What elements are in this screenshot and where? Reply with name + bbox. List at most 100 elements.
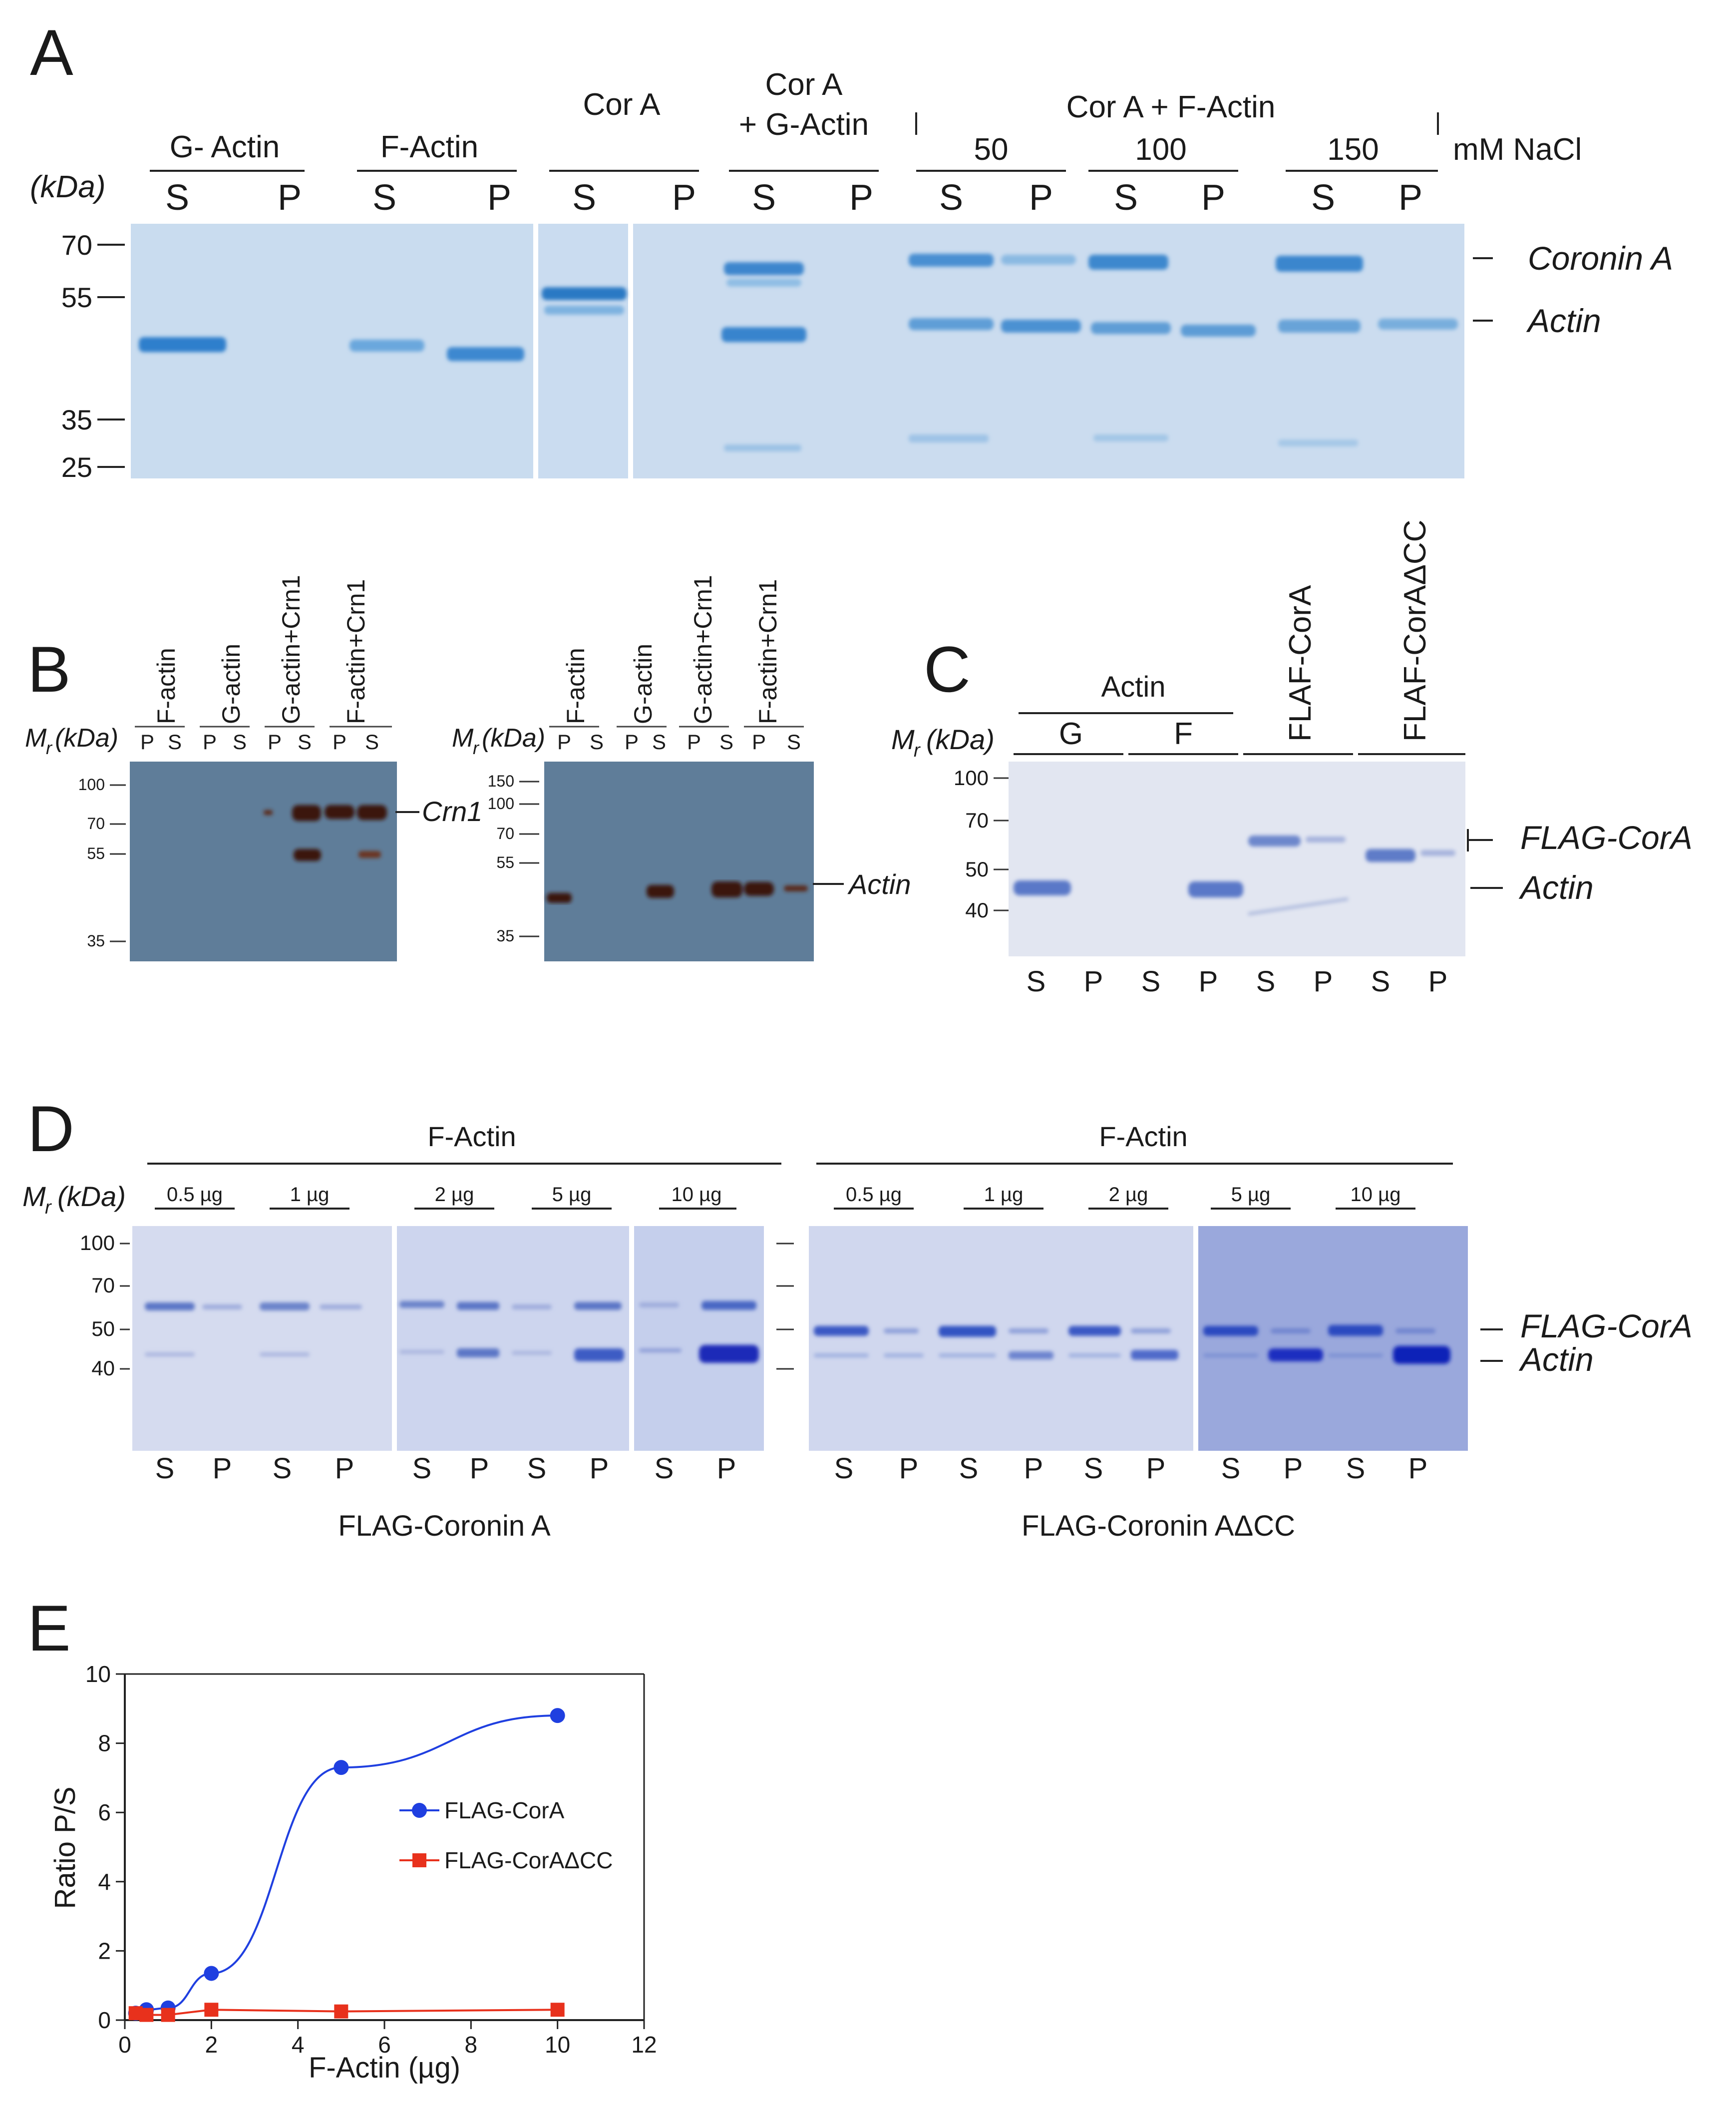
group-cor-a-g-line1: Cor A xyxy=(765,67,843,102)
c-rot-coradcc: FLAF-CorAΔCC xyxy=(1398,520,1432,742)
b-rlane-3: P xyxy=(625,730,639,754)
c-g-label: G xyxy=(1059,717,1083,751)
b-left-mr-unit: (kDa) xyxy=(55,724,118,753)
d-lane-l-4: P xyxy=(335,1452,354,1485)
d-mr-unit: (kDa) xyxy=(57,1181,126,1212)
b-lane-5: P xyxy=(268,730,282,754)
c-lane-6: P xyxy=(1314,965,1333,998)
b-rlane-8: S xyxy=(787,730,801,754)
d-factin-right: F-Actin xyxy=(1099,1121,1187,1152)
y-axis-title: Ratio P/S xyxy=(49,1787,81,1909)
d-lane-l-2: P xyxy=(213,1452,232,1485)
d-lane-r-7: S xyxy=(1221,1452,1241,1485)
legend-marker-0 xyxy=(412,1803,427,1818)
panel-d-letter: D xyxy=(27,1092,74,1165)
c-marker-100: 100 xyxy=(954,766,989,790)
d-lane-l-1: S xyxy=(155,1452,175,1485)
panel-c: C Actin G F FLAF-CorA FLAF-CorAΔCC M r (… xyxy=(891,520,1693,998)
d-factin-left: F-Actin xyxy=(427,1121,516,1152)
c-lane-5: S xyxy=(1256,965,1276,998)
d-lane-r-6: P xyxy=(1146,1452,1166,1485)
b-lane-3: P xyxy=(203,730,217,754)
panel-a: A (kDa) G- Actin F-Actin Cor A Cor A + G… xyxy=(30,16,1673,483)
band-flag-cora-d: FLAG-CorA xyxy=(1520,1307,1693,1344)
d-amt-l-2: 1 µg xyxy=(290,1184,330,1206)
b-marker-r-55: 55 xyxy=(496,853,514,871)
lane-a-14: P xyxy=(1398,178,1422,218)
b-right-mr-sub: r xyxy=(473,738,480,758)
point-1-5 xyxy=(550,2003,565,2017)
d-lane-l-5: S xyxy=(412,1452,432,1485)
lane-a-3: S xyxy=(372,178,396,218)
d-amt-r-4: 5 µg xyxy=(1231,1184,1271,1206)
d-lane-l-10: P xyxy=(717,1452,736,1485)
gel-d-3 xyxy=(634,1226,764,1451)
lane-a-10: P xyxy=(1029,178,1053,218)
b-rlane-2: S xyxy=(590,730,604,754)
y-tick-label: 8 xyxy=(98,1730,111,1756)
point-1-1 xyxy=(139,2008,154,2022)
b-lane-8: S xyxy=(365,730,379,754)
group-cor-a-g-line2: + G-Actin xyxy=(739,107,869,142)
d-mr: M xyxy=(22,1181,46,1212)
lane-a-9: S xyxy=(939,178,963,218)
band-coronin-a: Coronin A xyxy=(1528,240,1673,277)
b-right-f-actin-crn1: F-actin+Crn1 xyxy=(754,579,782,724)
x-tick-label: 12 xyxy=(631,2032,657,2058)
x-tick-label: 2 xyxy=(205,2032,218,2058)
gel-a xyxy=(131,224,1464,478)
lane-a-11: S xyxy=(1114,178,1138,218)
y-tick-label: 4 xyxy=(98,1869,111,1895)
b-marker-l-100: 100 xyxy=(78,776,105,794)
band-actin-d: Actin xyxy=(1518,1341,1594,1378)
b-marker-r-100: 100 xyxy=(488,795,514,813)
band-crn1: Crn1 xyxy=(422,796,482,827)
marker-a-25: 25 xyxy=(61,451,92,483)
c-lane-8: P xyxy=(1428,965,1448,998)
d-amt-l-1: 0.5 µg xyxy=(167,1184,223,1206)
marker-a-70: 70 xyxy=(61,229,92,261)
lane-a-12: P xyxy=(1201,178,1225,218)
panel-d: D F-Actin F-Actin M r (kDa) 0.5 µg 1 µg … xyxy=(22,1092,1693,1542)
point-1-4 xyxy=(334,2004,348,2019)
panel-e: E Ratio P/S F-Actin (µg) 0 2 4 6 8 10 12 0 2 4 6 8 1… xyxy=(27,1592,657,2084)
d-amt-l-4: 5 µg xyxy=(552,1184,592,1206)
point-1-3 xyxy=(204,2003,219,2017)
b-left-g-actin-crn1: G-actin+Crn1 xyxy=(277,575,305,724)
d-lane-r-3: S xyxy=(959,1452,979,1485)
b-lane-7: P xyxy=(333,730,347,754)
d-lane-l-9: S xyxy=(655,1452,674,1485)
c-rot-cora: FLAF-CorA xyxy=(1283,585,1318,742)
b-marker-l-70: 70 xyxy=(87,815,105,833)
c-mr-unit: (kDa) xyxy=(926,724,995,755)
c-marker-70: 70 xyxy=(965,809,989,832)
b-left-mr-sub: r xyxy=(46,738,53,758)
d-lane-r-4: P xyxy=(1024,1452,1043,1485)
d-lane-r-5: S xyxy=(1084,1452,1103,1485)
c-lane-1: S xyxy=(1027,965,1046,998)
legend-label-1: FLAG-CorAΔCC xyxy=(444,1847,613,1873)
c-marker-40: 40 xyxy=(965,898,989,922)
point-1-2 xyxy=(161,2008,175,2022)
c-lane-3: S xyxy=(1141,965,1161,998)
point-0-5 xyxy=(550,1708,565,1723)
x-tick-label: 4 xyxy=(292,2032,305,2058)
d-mr-sub: r xyxy=(45,1197,52,1218)
ratio-chart: Ratio P/S F-Actin (µg) 0 2 4 6 8 10 120246810 … xyxy=(49,1661,657,2084)
b-marker-l-35: 35 xyxy=(87,932,105,950)
lane-a-4: P xyxy=(487,178,511,218)
lane-a-7: S xyxy=(752,178,776,218)
nacl-unit: mM NaCl xyxy=(1453,132,1582,167)
c-lane-2: P xyxy=(1084,965,1103,998)
band-actin-c: Actin xyxy=(1518,869,1594,906)
lane-a-5: S xyxy=(572,178,596,218)
d-lane-r-1: S xyxy=(834,1452,854,1485)
lane-a-1: S xyxy=(165,178,189,218)
b-rlane-4: S xyxy=(652,730,666,754)
group-cor-a-f-actin: Cor A + F-Actin xyxy=(1066,90,1276,124)
d-amt-r-2: 1 µg xyxy=(984,1184,1024,1206)
point-0-4 xyxy=(334,1760,349,1775)
b-right-mr-unit: (kDa) xyxy=(482,724,545,753)
d-amt-r-3: 2 µg xyxy=(1109,1184,1148,1206)
